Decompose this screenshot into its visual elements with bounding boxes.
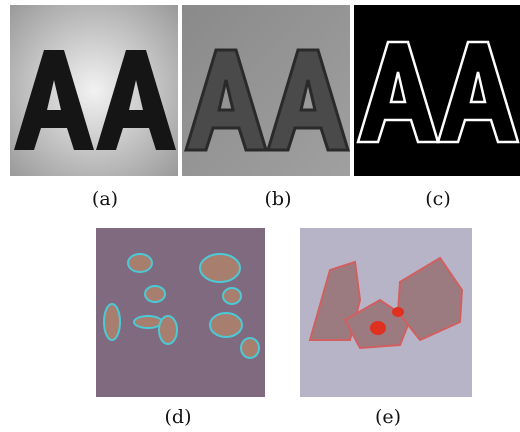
panel-b-image [182,5,350,176]
panel-e-image [300,228,472,397]
panel-d-image [96,228,265,397]
red-spot [392,307,404,317]
caption: (c) [425,188,450,210]
red-spot [370,321,386,335]
figure: (a) (b) (c) (d) (e) [0,0,520,432]
caption: (a) [92,188,118,210]
caption: (b) [265,188,292,210]
panel-a-image [10,5,178,176]
caption: (d) [165,406,192,428]
panel-c-image [354,5,520,176]
caption: (e) [375,406,401,428]
